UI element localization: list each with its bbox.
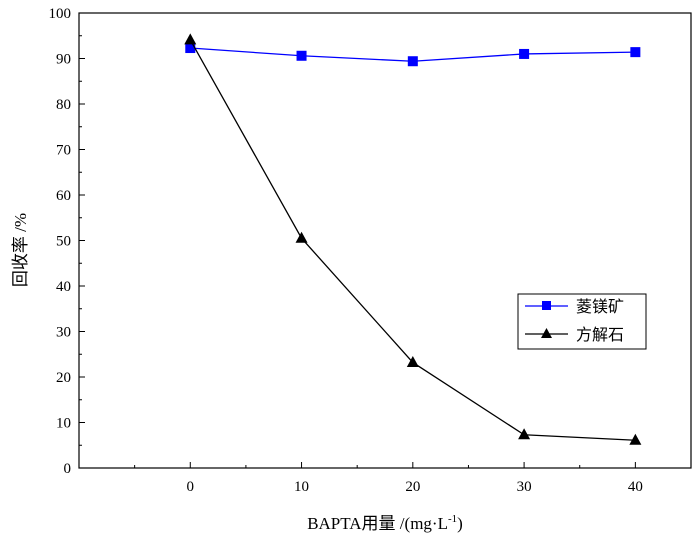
y-tick-label: 50 — [56, 234, 71, 250]
x-axis-title-main: BAPTA用量 /(mg·L — [307, 514, 448, 533]
y-tick-label: 40 — [56, 279, 71, 295]
plot-frame — [78, 12, 692, 469]
data-point-triangle — [295, 231, 308, 243]
x-tick-label: 10 — [294, 479, 309, 495]
x-tick-label: 20 — [405, 479, 420, 495]
y-axis-ticks: 0 10 20 30 40 50 60 70 80 90 100 — [49, 6, 85, 477]
x-tick-label: 0 — [187, 479, 195, 495]
x-axis-title-close: ) — [457, 514, 463, 533]
y-tick-label: 30 — [56, 325, 71, 341]
data-point-square — [296, 50, 307, 61]
y-tick-label: 80 — [56, 97, 71, 113]
y-tick-label: 100 — [49, 6, 72, 22]
data-point-triangle — [629, 433, 642, 445]
y-tick-label: 90 — [56, 52, 71, 68]
x-axis-title: BAPTA用量 /(mg·L-1) — [307, 513, 463, 533]
legend-marker-magnesite — [542, 301, 551, 310]
x-tick-label: 40 — [628, 479, 643, 495]
data-point-square — [519, 48, 530, 59]
x-tick-label: 30 — [517, 479, 532, 495]
data-point-square — [630, 47, 641, 58]
y-tick-label: 20 — [56, 370, 71, 386]
legend-label-calcite: 方解石 — [576, 326, 624, 344]
y-tick-label: 10 — [56, 416, 71, 432]
x-axis-title-superscript: -1 — [448, 513, 457, 525]
data-point-triangle — [406, 355, 419, 367]
series-layer — [184, 33, 642, 445]
legend: 菱镁矿 方解石 — [517, 293, 647, 350]
data-point-square — [407, 56, 418, 67]
data-point-triangle — [184, 33, 197, 45]
data-point-square — [185, 43, 196, 54]
y-axis-title: 回收率 /% — [11, 213, 30, 287]
y-tick-label: 0 — [64, 461, 72, 477]
legend-box — [517, 293, 647, 350]
legend-marker-calcite — [541, 328, 552, 338]
y-tick-label: 60 — [56, 188, 71, 204]
y-tick-label: 70 — [56, 143, 71, 159]
x-axis-ticks: 0 10 20 30 40 — [134, 462, 643, 495]
data-point-triangle — [518, 428, 531, 440]
legend-label-magnesite: 菱镁矿 — [576, 298, 624, 316]
series-line-1 — [189, 39, 636, 441]
